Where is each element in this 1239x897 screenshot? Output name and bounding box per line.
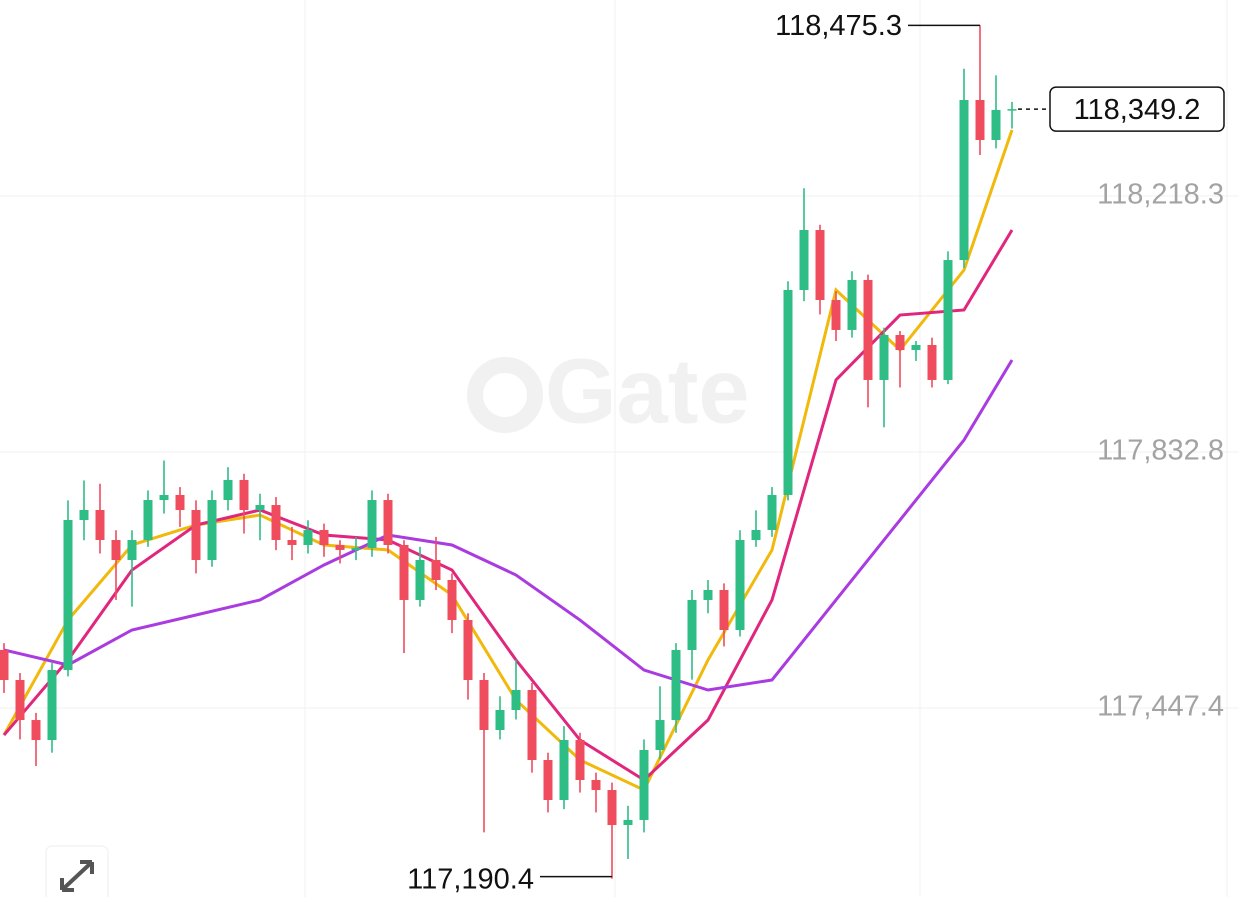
candle-body	[319, 529, 329, 545]
candle-body	[879, 335, 889, 380]
candle-body	[239, 479, 249, 510]
candle-body	[287, 540, 297, 545]
candle-body	[559, 740, 569, 800]
candle-body	[335, 544, 345, 550]
candle-body	[1007, 109, 1017, 111]
candle-body	[271, 505, 281, 541]
y-tick-label: 118,218.3	[1097, 179, 1224, 211]
candle-body	[911, 344, 921, 351]
candle-body	[255, 505, 265, 510]
candle-body	[191, 509, 201, 560]
candle-body	[415, 559, 425, 600]
y-tick-label: 117,832.8	[1097, 435, 1224, 467]
candles	[0, 25, 1017, 879]
candle-body	[399, 544, 409, 600]
candle-body	[143, 500, 153, 541]
candle-body	[63, 520, 73, 671]
time-grid	[304, 0, 1228, 897]
candle-body	[783, 289, 793, 495]
candle-body	[895, 335, 905, 351]
candle-body	[159, 494, 169, 501]
expand-button[interactable]	[45, 845, 109, 897]
candle-body	[479, 679, 489, 730]
candle-body	[815, 230, 825, 301]
candle-body	[527, 690, 537, 761]
candle-body	[831, 300, 841, 330]
candle-body	[383, 500, 393, 545]
logo-ring	[467, 357, 543, 433]
candle-body	[223, 479, 233, 501]
annotation-label: 118,475.3	[775, 10, 902, 42]
y-tick-label: 117,447.4	[1097, 691, 1224, 723]
candle-body	[767, 494, 777, 530]
candle-body	[703, 590, 713, 600]
moving-averages	[2, 129, 1014, 793]
candle-body	[15, 679, 25, 721]
candle-body	[495, 710, 505, 730]
labels: 118,218.3 117,832.8 117,447.4 118,475.3 117,…	[407, 10, 1225, 895]
candle-body	[543, 760, 553, 800]
candle-body	[47, 670, 57, 741]
candle-body	[303, 529, 313, 545]
annotation-label: 117,190.4	[407, 863, 534, 895]
ma-line	[3, 359, 1014, 692]
last-price-box	[1049, 86, 1225, 132]
candle-body	[975, 100, 985, 140]
candle-body	[447, 579, 457, 621]
candle-body	[719, 590, 729, 630]
candle-body	[655, 720, 665, 750]
candle-body	[31, 720, 41, 741]
candle-body	[0, 649, 9, 680]
candle-body	[943, 260, 953, 380]
last-price-label: 118,349.2	[1074, 94, 1201, 126]
watermark: Gate	[545, 340, 750, 442]
candle-body	[687, 599, 697, 650]
candle-body	[799, 230, 809, 290]
candle-body	[751, 529, 761, 541]
candle-body	[431, 559, 441, 580]
candle-body	[607, 790, 617, 826]
candle-body	[175, 494, 185, 510]
candle-body	[127, 540, 137, 560]
candle-body	[991, 109, 1001, 140]
candle-body	[735, 540, 745, 630]
candle-body	[623, 819, 633, 826]
candle-body	[863, 279, 873, 380]
candle-body	[639, 749, 649, 820]
candle-body	[95, 509, 105, 541]
expand-bg[interactable]	[45, 845, 109, 897]
candle-body	[511, 690, 521, 711]
candle-body	[959, 100, 969, 261]
candle-body	[575, 740, 585, 780]
candle-body	[927, 344, 937, 380]
grid	[0, 195, 1239, 709]
ma-line	[2, 129, 1014, 793]
candle-body	[79, 509, 89, 521]
watermark-logo: Gate	[467, 340, 750, 442]
candle-body	[671, 649, 681, 721]
candle-body	[463, 620, 473, 680]
candle-body	[351, 547, 361, 550]
candle-body	[367, 500, 377, 548]
candle-body	[207, 500, 217, 560]
expand-icon	[60, 860, 94, 892]
candle-body	[847, 279, 857, 330]
candle-body	[111, 540, 121, 560]
candle-body	[591, 779, 601, 791]
